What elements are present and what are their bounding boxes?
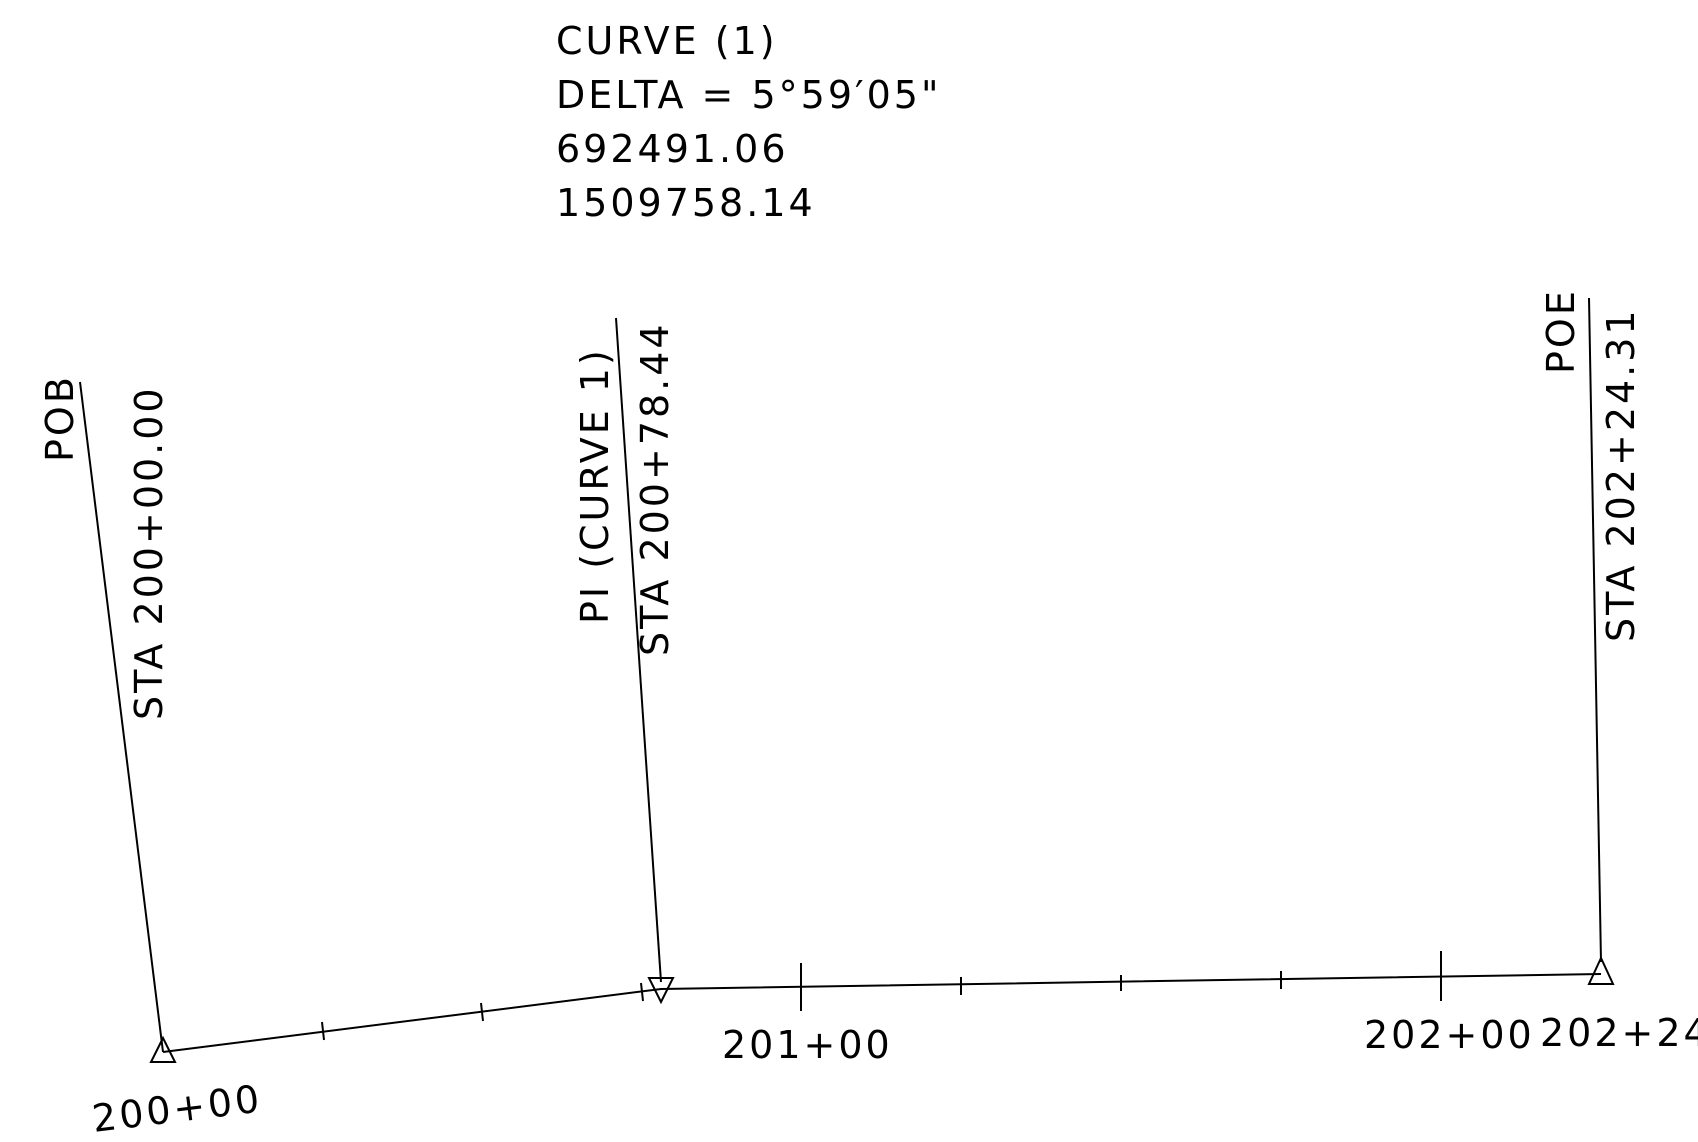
pob-label: POB bbox=[38, 374, 82, 462]
pi-label: PI (CURVE 1) bbox=[573, 347, 617, 624]
poe-station-label: STA 202+24.31 bbox=[1599, 307, 1643, 642]
station-201-label: 201+00 bbox=[722, 1023, 893, 1067]
station-202-label: 202+00 bbox=[1364, 1013, 1535, 1057]
poe-marker-triangle bbox=[1587, 955, 1615, 985]
curve-easting: 1509758.14 bbox=[556, 181, 816, 225]
pi-leader-line bbox=[615, 317, 662, 983]
tick-minor bbox=[640, 982, 644, 1002]
pi-station-label: STA 200+78.44 bbox=[633, 321, 677, 656]
tick-minor bbox=[480, 1002, 484, 1022]
station-202-24-label: 202+24 bbox=[1540, 1011, 1698, 1055]
station-200-label: 200+00 bbox=[90, 1076, 265, 1137]
pi-marker-triangle bbox=[647, 977, 675, 1005]
poe-label: POE bbox=[1539, 288, 1583, 374]
tick-minor bbox=[321, 1021, 325, 1041]
poe-leader-line bbox=[1588, 297, 1602, 963]
curve-title: CURVE (1) bbox=[556, 19, 778, 63]
pob-station-label: STA 200+00.00 bbox=[127, 385, 171, 720]
alignment-line bbox=[162, 973, 1602, 1053]
pob-leader-line bbox=[79, 381, 164, 1053]
curve-northing: 692491.06 bbox=[556, 127, 789, 171]
curve-delta: DELTA = 5°59′05" bbox=[556, 73, 941, 117]
pob-marker-triangle bbox=[149, 1035, 177, 1063]
